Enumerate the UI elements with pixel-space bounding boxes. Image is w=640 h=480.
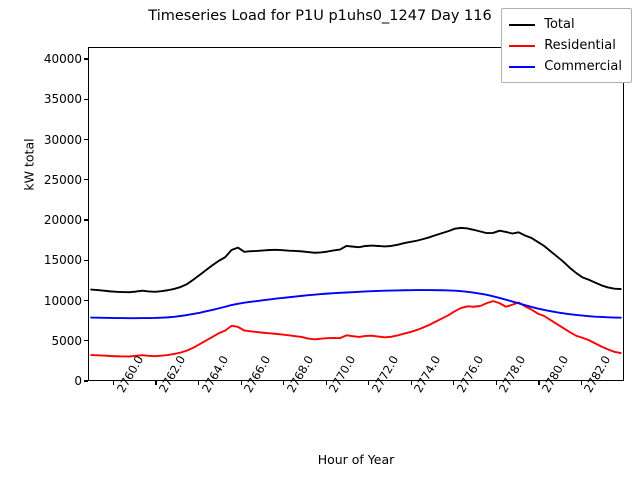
y-tick-label: 40000	[43, 52, 82, 67]
y-tick-label: 20000	[43, 213, 82, 228]
chart-lines	[90, 226, 622, 358]
y-tick-label: 15000	[43, 253, 82, 268]
y-tick-label: 10000	[43, 293, 82, 308]
chart-title: Timeseries Load for P1U p1uhs0_1247 Day …	[148, 8, 492, 24]
x-tick-mark	[112, 381, 115, 385]
legend-item[interactable]: Residential	[509, 35, 622, 56]
y-tick-mark	[84, 58, 88, 60]
x-tick-mark	[495, 381, 497, 385]
plot-area	[88, 47, 624, 381]
y-tick-mark	[84, 219, 88, 221]
y-tick-mark	[84, 299, 88, 302]
y-tick-mark	[84, 98, 88, 100]
x-axis: 2760.0 2762.0 2764.0 2766.0 2768.0 2770.0 2772…	[88, 353, 624, 480]
legend-label: Residential	[544, 38, 616, 53]
x-tick-mark	[325, 381, 327, 385]
y-axis-label: kW total	[21, 138, 37, 191]
y-tick-label: 30000	[43, 132, 82, 147]
legend-swatch-icon	[509, 23, 536, 26]
y-tick-label: 0	[74, 374, 82, 388]
y-tick-mark	[84, 179, 88, 181]
y-tick-mark	[84, 380, 88, 382]
x-tick-mark	[240, 381, 242, 385]
legend-item[interactable]: Total	[509, 14, 622, 35]
legend-label: Total	[544, 17, 575, 32]
x-tick-mark	[580, 381, 583, 385]
x-tick-mark	[410, 381, 412, 385]
chart-legend: Total Residential Commercial	[501, 8, 632, 83]
y-tick-label: 5000	[51, 333, 82, 348]
legend-swatch-icon	[509, 44, 536, 47]
series-line-total	[90, 226, 622, 294]
y-tick-mark	[84, 340, 88, 342]
series-line-commercial	[90, 289, 622, 320]
y-tick-mark	[84, 138, 88, 141]
legend-item[interactable]: Commercial	[509, 56, 622, 77]
x-tick-mark	[453, 381, 455, 385]
x-tick-mark	[198, 381, 200, 385]
series-line-residential	[90, 300, 622, 358]
x-tick-mark	[155, 381, 157, 385]
legend-swatch-icon	[509, 65, 536, 68]
y-tick-label: 35000	[43, 92, 82, 107]
x-tick-mark	[538, 381, 540, 385]
y-axis: 0 5000 10000 15000 20000 25000 30000 35000 40000	[0, 47, 88, 388]
x-tick-mark	[368, 381, 370, 385]
y-tick-label: 25000	[43, 172, 82, 187]
x-axis-label: Hour of Year	[317, 452, 395, 467]
legend-label: Commercial	[544, 59, 622, 74]
x-tick-mark	[283, 381, 285, 385]
y-tick-mark	[84, 259, 88, 261]
